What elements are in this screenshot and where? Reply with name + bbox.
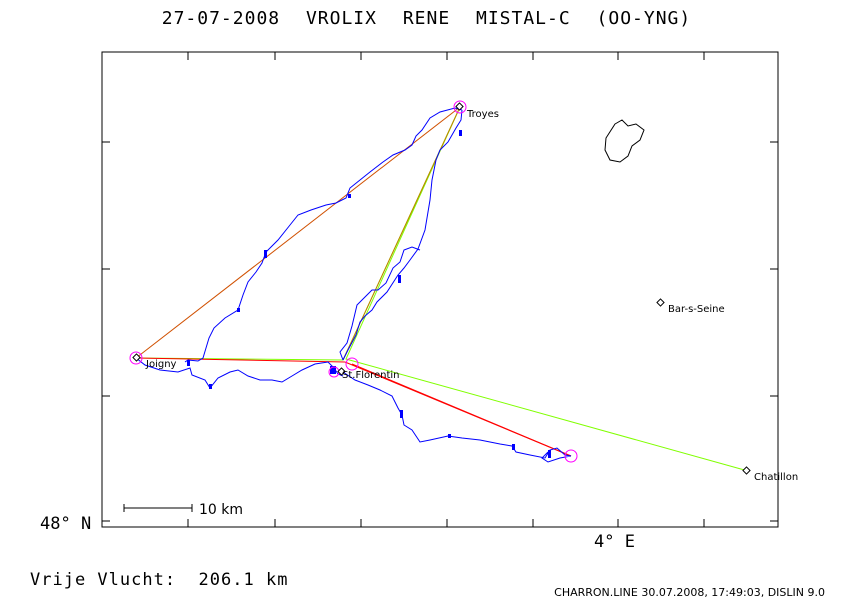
- footer-info: CHARRON.LINE 30.07.2008, 17:49:03, DISLI…: [554, 586, 825, 599]
- latitude-label: 48° N: [40, 514, 92, 534]
- town-label-troyes: Troyes: [466, 109, 499, 120]
- scale-bar: [123, 504, 193, 512]
- town-label-chatillon: Chatillon: [754, 472, 798, 483]
- scale-bar-label: 10 km: [199, 502, 243, 518]
- town-label-joigny: Joigny: [145, 359, 177, 370]
- track-fixes: [187, 130, 551, 458]
- map-frame: [101, 51, 779, 528]
- free-flight-label: Vrije Vlucht:: [30, 570, 177, 590]
- town-label-bar-s-seine: Bar-s-Seine: [668, 304, 725, 315]
- lake-outline: [604, 119, 645, 163]
- town-label-st-florentin: St.Florentin: [342, 370, 400, 381]
- gps-track: [135, 107, 572, 463]
- map-title: 27-07-2008 VROLIX RENE MISTAL-C (OO-YNG): [161, 8, 692, 29]
- longitude-label: 4° E: [594, 532, 635, 552]
- turnpoint-circles: [129, 100, 578, 463]
- free-flight-line: [135, 106, 749, 472]
- free-flight-summary: Vrije Vlucht: 206.1 km: [30, 570, 288, 590]
- town-markers: [132, 102, 751, 475]
- axis-ticks: [102, 52, 778, 527]
- free-flight-distance: 206.1 km: [198, 570, 289, 590]
